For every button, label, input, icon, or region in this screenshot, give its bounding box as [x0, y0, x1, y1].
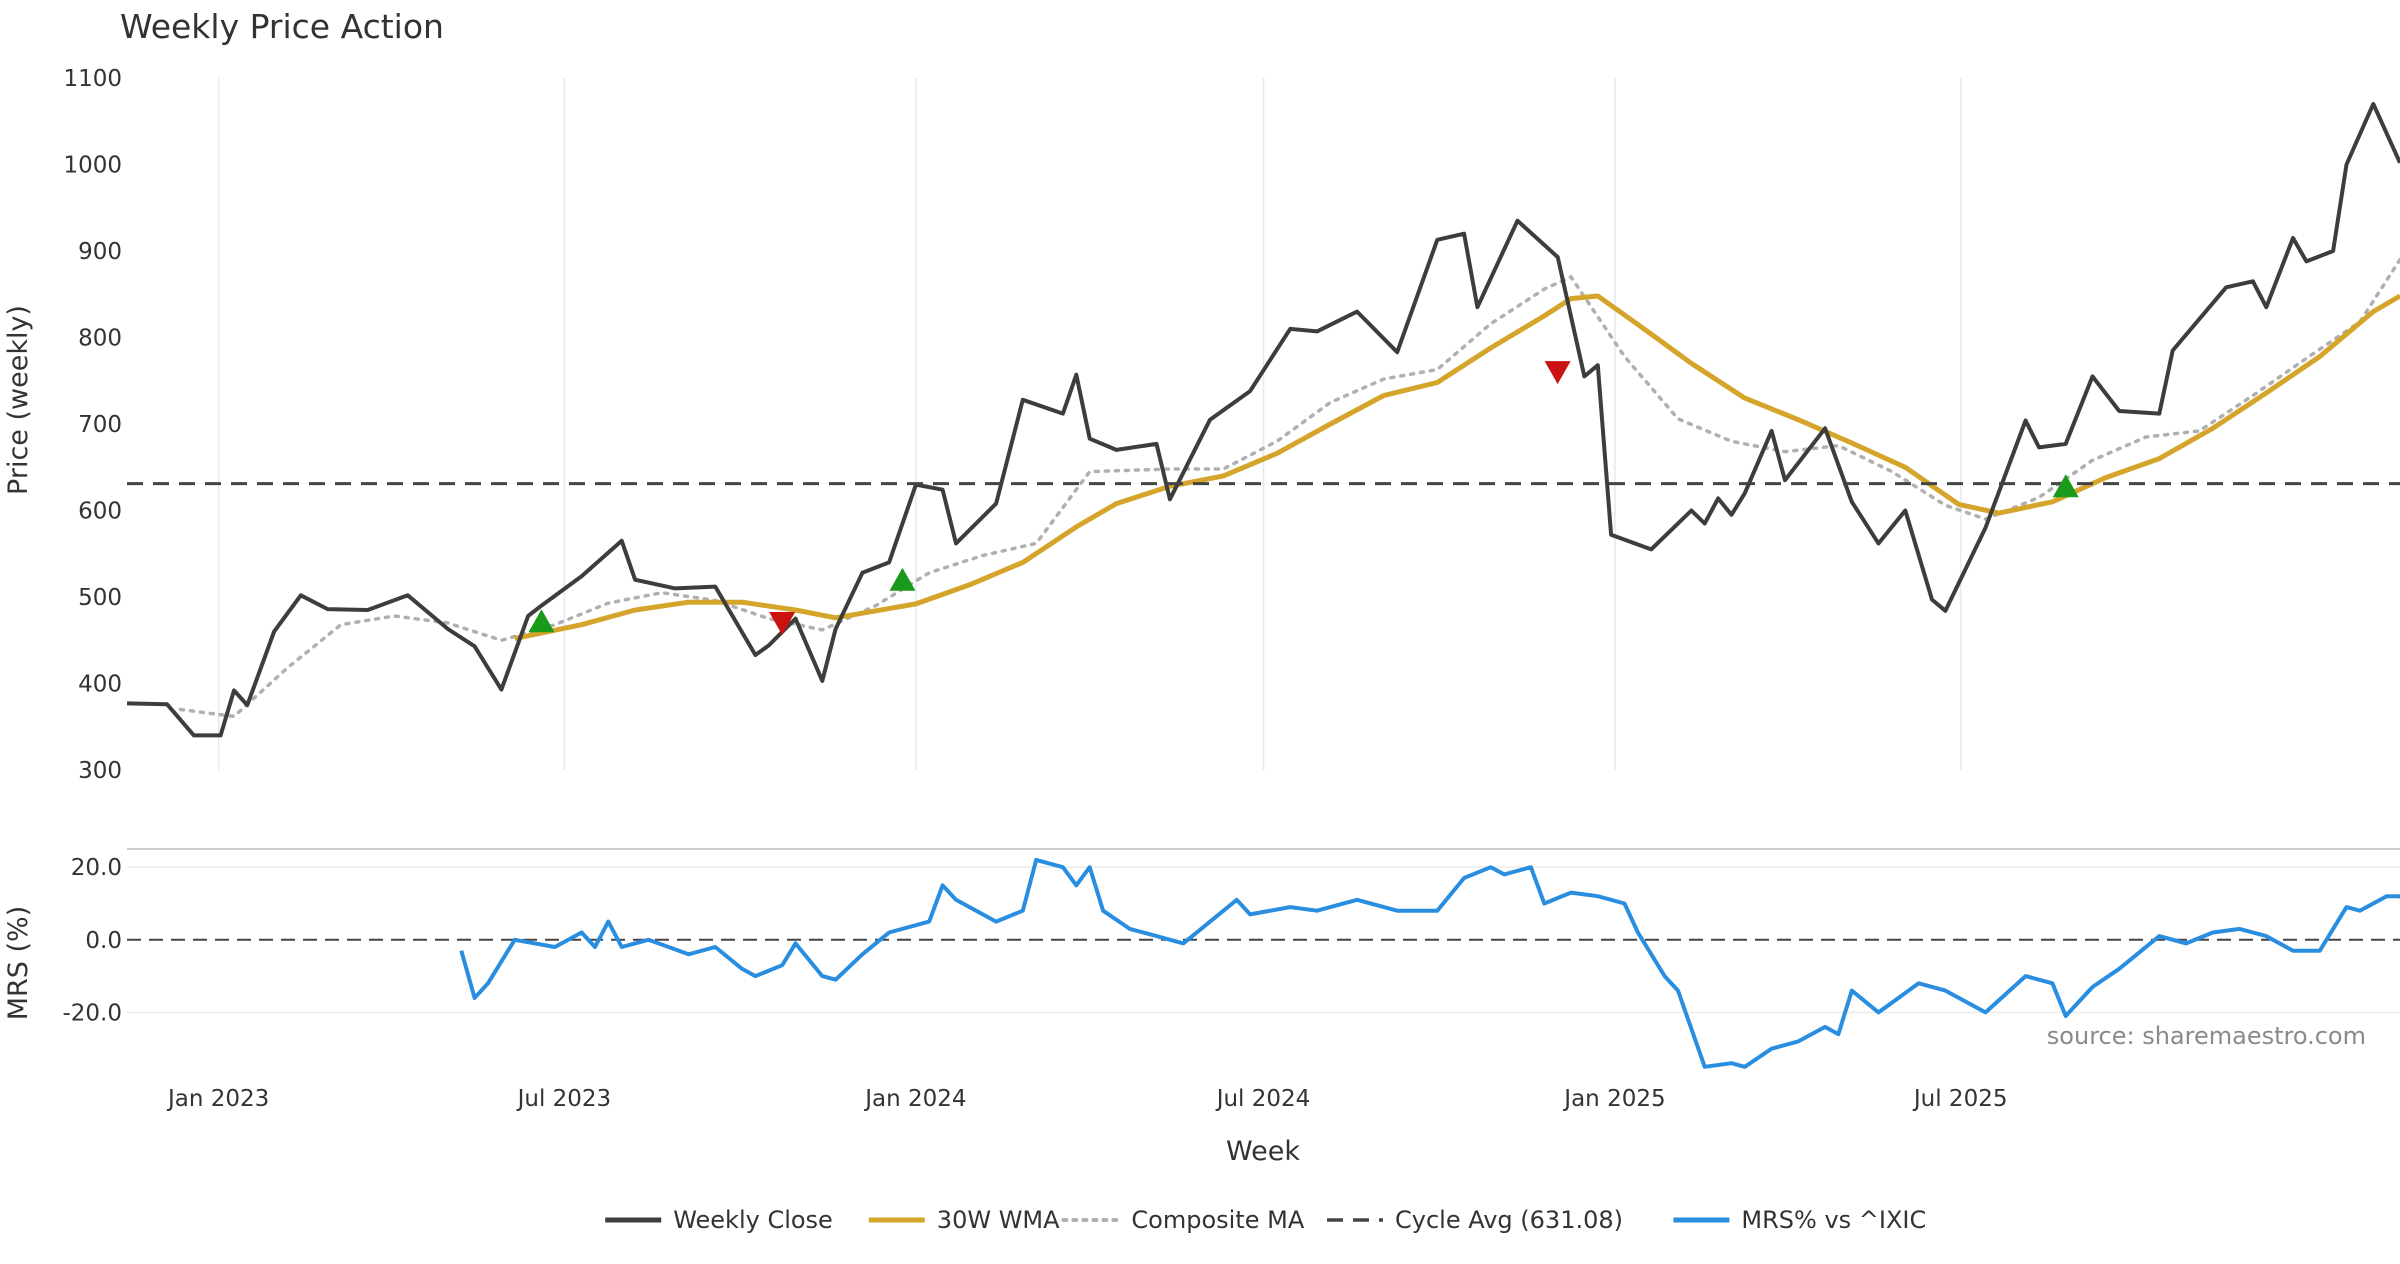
buy-signal-marker: [889, 568, 915, 591]
legend-label: MRS% vs ^IXIC: [1741, 1206, 1926, 1234]
price-y-tick-label: 700: [78, 412, 122, 438]
price-y-tick-label: 900: [78, 239, 122, 265]
legend-item-weekly-close: Weekly Close: [605, 1206, 833, 1234]
mrs-y-ticks: -20.0 0.0 20.0: [62, 855, 122, 1026]
price-y-ticks: 300 400 500 600 700 800 900 1000 1100: [63, 66, 122, 784]
legend-item-cycle-avg-631-08: Cycle Avg (631.08): [1327, 1206, 1623, 1234]
legend-label: Weekly Close: [673, 1206, 833, 1234]
source-note: source: sharemaestro.com: [2047, 1022, 2366, 1050]
price-y-tick-label: 800: [78, 326, 122, 352]
series-30w-wma: [515, 296, 2400, 639]
x-tick-label: Jan 2023: [166, 1086, 269, 1112]
x-tick-label: Jul 2025: [1912, 1086, 2008, 1112]
x-axis-title: Week: [1226, 1136, 1300, 1167]
price-y-tick-label: 500: [78, 585, 122, 611]
legend: Weekly Close 30W WMA Composite MA Cycle Avg…: [605, 1206, 1926, 1234]
price-y-tick-label: 1000: [63, 153, 122, 179]
mrs-y-axis-title: MRS (%): [3, 906, 34, 1021]
x-tick-label: Jan 2024: [863, 1086, 966, 1112]
price-y-tick-label: 1100: [63, 66, 122, 92]
legend-label: Cycle Avg (631.08): [1395, 1206, 1623, 1234]
x-ticks: Jan 2023 Jul 2023 Jan 2024 Jul 2024 Jan 2025…: [166, 1086, 2007, 1112]
mrs-y-tick-label: 20.0: [71, 855, 122, 881]
mrs-grid: [127, 867, 2400, 1012]
sell-signal-marker: [1545, 361, 1571, 384]
legend-item-mrs-vs-ixic: MRS% vs ^IXIC: [1673, 1206, 1926, 1234]
legend-item-30w-wma: 30W WMA: [869, 1206, 1060, 1234]
x-tick-label: Jul 2024: [1215, 1086, 1311, 1112]
chart-title: Weekly Price Action: [120, 7, 444, 46]
signal-layer: [528, 361, 2078, 635]
legend-label: 30W WMA: [937, 1206, 1060, 1234]
mrs-y-tick-label: 0.0: [85, 928, 122, 954]
legend-label: Composite MA: [1131, 1206, 1304, 1234]
price-y-tick-label: 300: [78, 758, 122, 784]
x-tick-label: Jul 2023: [516, 1086, 612, 1112]
price-y-axis-title: Price (weekly): [3, 305, 34, 495]
price-y-tick-label: 600: [78, 499, 122, 525]
x-tick-label: Jan 2025: [1562, 1086, 1665, 1112]
price-y-tick-label: 400: [78, 672, 122, 698]
price-grid: [219, 78, 1961, 770]
mrs-y-tick-label: -20.0: [62, 1000, 122, 1026]
legend-item-composite-ma: Composite MA: [1063, 1206, 1304, 1234]
